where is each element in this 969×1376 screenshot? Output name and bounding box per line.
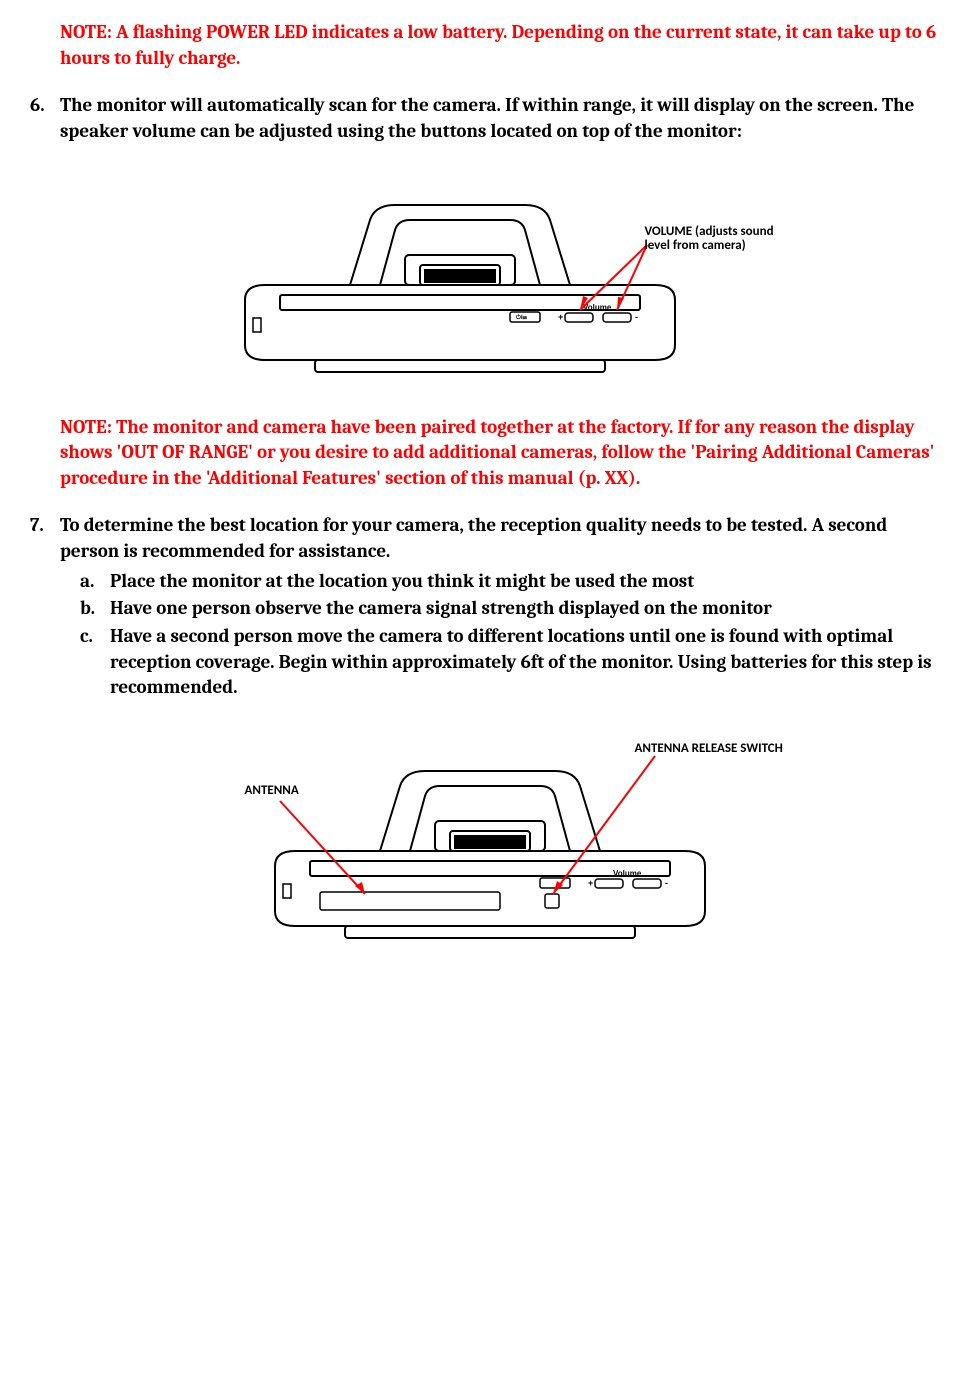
figure-2-wrap: Volume + - ANTENNA ANTENNA RELEASE SWITC… <box>30 736 939 956</box>
step-7-text: To determine the best location for your … <box>60 513 939 564</box>
callout-antenna: ANTENNA <box>245 784 299 798</box>
step-7b-text: Have one person observe the camera signa… <box>110 596 939 622</box>
fig1-volume-label: Volume <box>583 303 612 312</box>
note-paired: NOTE: The monitor and camera have been p… <box>30 415 939 492</box>
note-low-battery: NOTE: A flashing POWER LED indicates a l… <box>30 20 939 71</box>
figure-2: Volume + - ANTENNA ANTENNA RELEASE SWITC… <box>175 736 795 956</box>
figure-1-wrap: Volume + - ⏻/☰ VOLUME (adjusts sound lev… <box>30 170 939 390</box>
step-7a-letter: a. <box>60 569 110 595</box>
step-7c: c. Have a second person move the camera … <box>60 624 939 701</box>
step-7: 7. To determine the best location for yo… <box>30 513 939 700</box>
callout-volume: VOLUME (adjusts sound level from camera) <box>645 225 785 254</box>
step-6: 6. The monitor will automatically scan f… <box>30 93 939 144</box>
svg-text:+: + <box>588 878 593 888</box>
svg-text:+: + <box>558 312 563 322</box>
figure-1: Volume + - ⏻/☰ VOLUME (adjusts sound lev… <box>225 170 745 390</box>
svg-text:-: - <box>665 878 668 888</box>
svg-text:-: - <box>635 312 638 322</box>
fig2-volume-label: Volume <box>613 869 642 878</box>
step-7b: b. Have one person observe the camera si… <box>60 596 939 622</box>
step-6-text: The monitor will automatically scan for … <box>60 93 939 144</box>
step-7b-letter: b. <box>60 596 110 622</box>
step-7c-text: Have a second person move the camera to … <box>110 624 939 701</box>
step-7a-text: Place the monitor at the location you th… <box>110 569 939 595</box>
callout-antenna-release: ANTENNA RELEASE SWITCH <box>635 742 815 756</box>
svg-text:⏻/☰: ⏻/☰ <box>516 314 527 321</box>
step-7c-letter: c. <box>60 624 110 701</box>
step-7-number: 7. <box>30 513 60 700</box>
step-6-number: 6. <box>30 93 60 144</box>
step-7a: a. Place the monitor at the location you… <box>60 569 939 595</box>
